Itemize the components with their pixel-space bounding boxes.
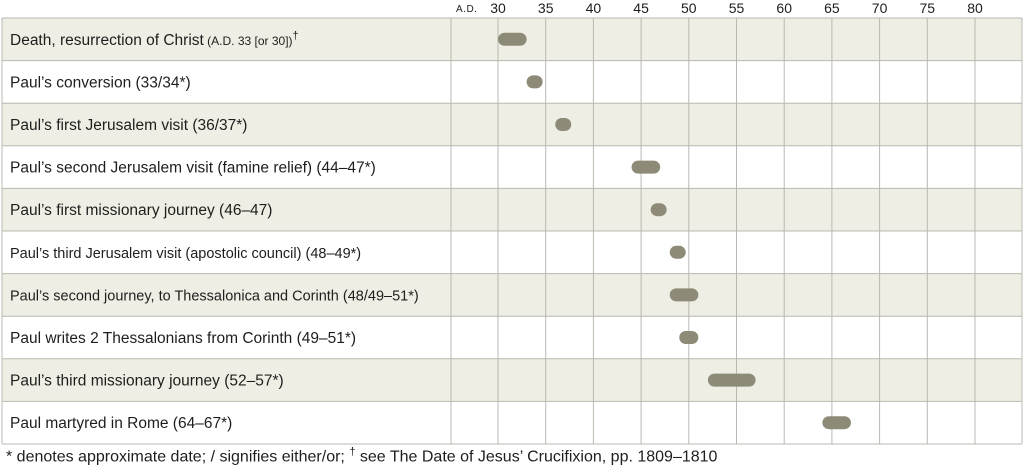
- footnote-text: * denotes approximate date; / signifies …: [6, 448, 345, 466]
- timeline-bar: [650, 203, 667, 217]
- row-background: [2, 103, 1022, 146]
- row-label: Paul’s conversion (33/34*): [10, 74, 191, 91]
- x-tick-label: 80: [967, 0, 983, 16]
- row-label: Paul martyred in Rome (64–67*): [10, 415, 232, 432]
- row-label: Paul’s second Jerusalem visit (famine re…: [10, 160, 376, 177]
- x-tick-label: 55: [729, 0, 745, 16]
- row-label: Paul writes 2 Thessalonians from Corinth…: [10, 330, 356, 347]
- row-label: Death, resurrection of Christ (A.D. 33 […: [10, 30, 299, 49]
- x-tick-label: 35: [538, 0, 554, 16]
- timeline-bar: [707, 373, 756, 387]
- timeline-bar: [822, 416, 851, 430]
- row-background: [2, 60, 1022, 104]
- row-background: [2, 358, 1022, 402]
- x-tick-label: 40: [586, 0, 602, 16]
- row-label: Paul’s first missionary journey (46–47): [10, 202, 272, 219]
- x-tick-label: 45: [633, 0, 649, 16]
- row-background: [2, 273, 1022, 317]
- timeline-bar: [669, 288, 699, 302]
- row-background: [2, 231, 1022, 274]
- era-label: A.D.: [456, 4, 477, 15]
- row-label-dagger: †: [293, 30, 299, 42]
- row-label: Paul’s third Jerusalem visit (apostolic …: [10, 246, 361, 262]
- x-tick-label: 30: [490, 0, 506, 16]
- footnote: * denotes approximate date; / signifies …: [6, 446, 717, 466]
- timeline-bar: [498, 32, 527, 46]
- footnote-reference: see The Date of Jesus’ Crucifixion, pp. …: [359, 448, 718, 466]
- timeline-bar: [679, 331, 699, 344]
- timeline-bar: [631, 160, 661, 174]
- footnote-dagger: †: [349, 446, 356, 458]
- row-background: [2, 188, 1022, 231]
- row-label: Paul’s third missionary journey (52–57*): [10, 373, 284, 390]
- x-tick-label: 70: [872, 0, 888, 16]
- row-background: [2, 401, 1022, 444]
- row-background: [2, 316, 1022, 359]
- x-tick-label: 50: [681, 0, 697, 16]
- x-tick-label: 60: [776, 0, 792, 16]
- timeline-bar: [526, 75, 543, 89]
- x-tick-label: 75: [920, 0, 936, 16]
- x-tick-label: 65: [824, 0, 840, 16]
- row-label: Paul’s second journey, to Thessalonica a…: [10, 288, 419, 304]
- timeline-bar: [555, 118, 572, 131]
- timeline-bar: [669, 245, 686, 259]
- row-background: [2, 145, 1022, 189]
- row-label-date: (A.D. 33 [or 30]): [204, 34, 293, 48]
- row-label: Paul’s first Jerusalem visit (36/37*): [10, 117, 247, 134]
